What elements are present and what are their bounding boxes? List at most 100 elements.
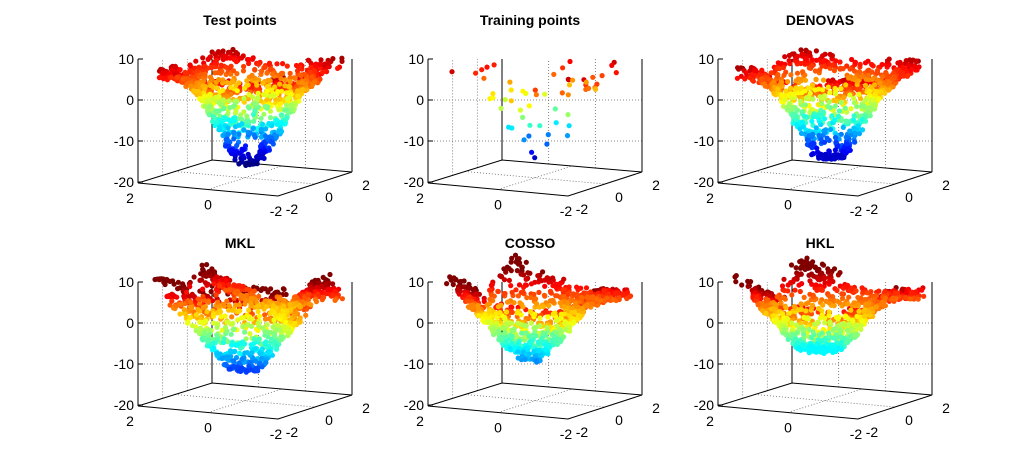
data-point bbox=[560, 90, 565, 95]
data-point bbox=[195, 307, 200, 312]
data-point bbox=[815, 341, 820, 346]
data-point bbox=[550, 332, 555, 337]
data-point bbox=[223, 288, 228, 293]
data-point bbox=[188, 300, 193, 305]
data-point bbox=[202, 64, 207, 69]
data-point bbox=[231, 358, 236, 363]
data-point bbox=[246, 104, 251, 109]
data-point bbox=[212, 115, 217, 120]
data-point bbox=[860, 117, 865, 122]
data-point bbox=[236, 80, 241, 85]
data-point bbox=[865, 68, 870, 73]
data-point bbox=[204, 309, 209, 314]
data-point bbox=[282, 108, 287, 113]
data-point bbox=[513, 287, 518, 292]
data-point bbox=[207, 92, 212, 97]
data-point bbox=[542, 293, 547, 298]
data-point bbox=[821, 110, 826, 115]
data-point bbox=[854, 314, 859, 319]
data-point bbox=[744, 70, 749, 75]
data-point bbox=[482, 312, 487, 317]
data-point bbox=[188, 62, 193, 67]
data-point bbox=[282, 287, 287, 292]
data-point bbox=[821, 344, 826, 349]
data-point bbox=[265, 322, 270, 327]
data-point bbox=[811, 114, 816, 119]
data-point bbox=[810, 344, 815, 349]
data-point bbox=[208, 75, 213, 80]
data-point bbox=[207, 327, 212, 332]
data-point bbox=[508, 283, 513, 288]
data-point bbox=[289, 103, 294, 108]
data-point bbox=[175, 75, 180, 80]
data-point bbox=[519, 272, 524, 277]
data-point bbox=[847, 322, 852, 327]
data-point bbox=[803, 102, 808, 107]
data-point bbox=[516, 293, 521, 298]
data-point bbox=[520, 115, 525, 120]
data-point bbox=[844, 141, 849, 146]
data-point bbox=[284, 292, 289, 297]
data-point bbox=[225, 125, 230, 130]
data-point bbox=[313, 297, 318, 302]
data-point bbox=[203, 304, 208, 309]
data-point bbox=[266, 349, 271, 354]
data-point bbox=[159, 276, 164, 281]
data-point bbox=[798, 99, 803, 104]
data-point bbox=[211, 269, 216, 274]
data-point bbox=[257, 361, 262, 366]
data-point bbox=[492, 62, 497, 67]
floor-back-edges bbox=[428, 160, 642, 183]
data-point bbox=[221, 106, 226, 111]
data-point bbox=[845, 328, 850, 333]
data-point bbox=[467, 294, 472, 299]
floor-front-edges bbox=[718, 172, 932, 196]
z-tick-label: -10 bbox=[114, 133, 134, 149]
data-point bbox=[318, 57, 323, 62]
data-point bbox=[600, 73, 605, 78]
data-point bbox=[497, 273, 502, 278]
y-tick-label: 2 bbox=[652, 177, 660, 193]
data-point bbox=[585, 295, 590, 300]
data-point bbox=[260, 346, 265, 351]
data-point bbox=[515, 321, 520, 326]
data-point bbox=[224, 354, 229, 359]
data-point bbox=[821, 78, 826, 83]
data-point bbox=[214, 325, 219, 330]
x-tick-label: 2 bbox=[126, 413, 134, 429]
data-point bbox=[231, 68, 236, 73]
gridline bbox=[465, 172, 605, 185]
data-point bbox=[515, 268, 520, 273]
data-point bbox=[559, 312, 564, 317]
data-point bbox=[554, 324, 559, 329]
data-point bbox=[820, 53, 825, 58]
data-point bbox=[537, 123, 542, 128]
data-point bbox=[312, 68, 317, 73]
data-point bbox=[271, 318, 276, 323]
data-point bbox=[209, 83, 214, 88]
data-point bbox=[220, 356, 225, 361]
data-point bbox=[214, 85, 219, 90]
data-point bbox=[537, 316, 542, 321]
x-tick-label: 0 bbox=[784, 197, 792, 213]
data-point bbox=[785, 79, 790, 84]
data-point bbox=[214, 292, 219, 297]
data-point bbox=[256, 153, 261, 158]
data-point bbox=[203, 94, 208, 99]
y-tick-label: -2 bbox=[286, 424, 299, 440]
data-point bbox=[876, 96, 881, 101]
data-point bbox=[245, 287, 250, 292]
data-point bbox=[908, 296, 913, 301]
data-point bbox=[231, 364, 236, 369]
data-point bbox=[794, 108, 799, 113]
data-point bbox=[475, 303, 480, 308]
data-point bbox=[775, 87, 780, 92]
data-point bbox=[259, 356, 264, 361]
x-tick-label: 2 bbox=[126, 190, 134, 206]
data-point bbox=[192, 274, 197, 279]
data-point bbox=[249, 342, 254, 347]
data-point bbox=[247, 316, 252, 321]
data-point bbox=[854, 322, 859, 327]
data-point bbox=[826, 85, 831, 90]
